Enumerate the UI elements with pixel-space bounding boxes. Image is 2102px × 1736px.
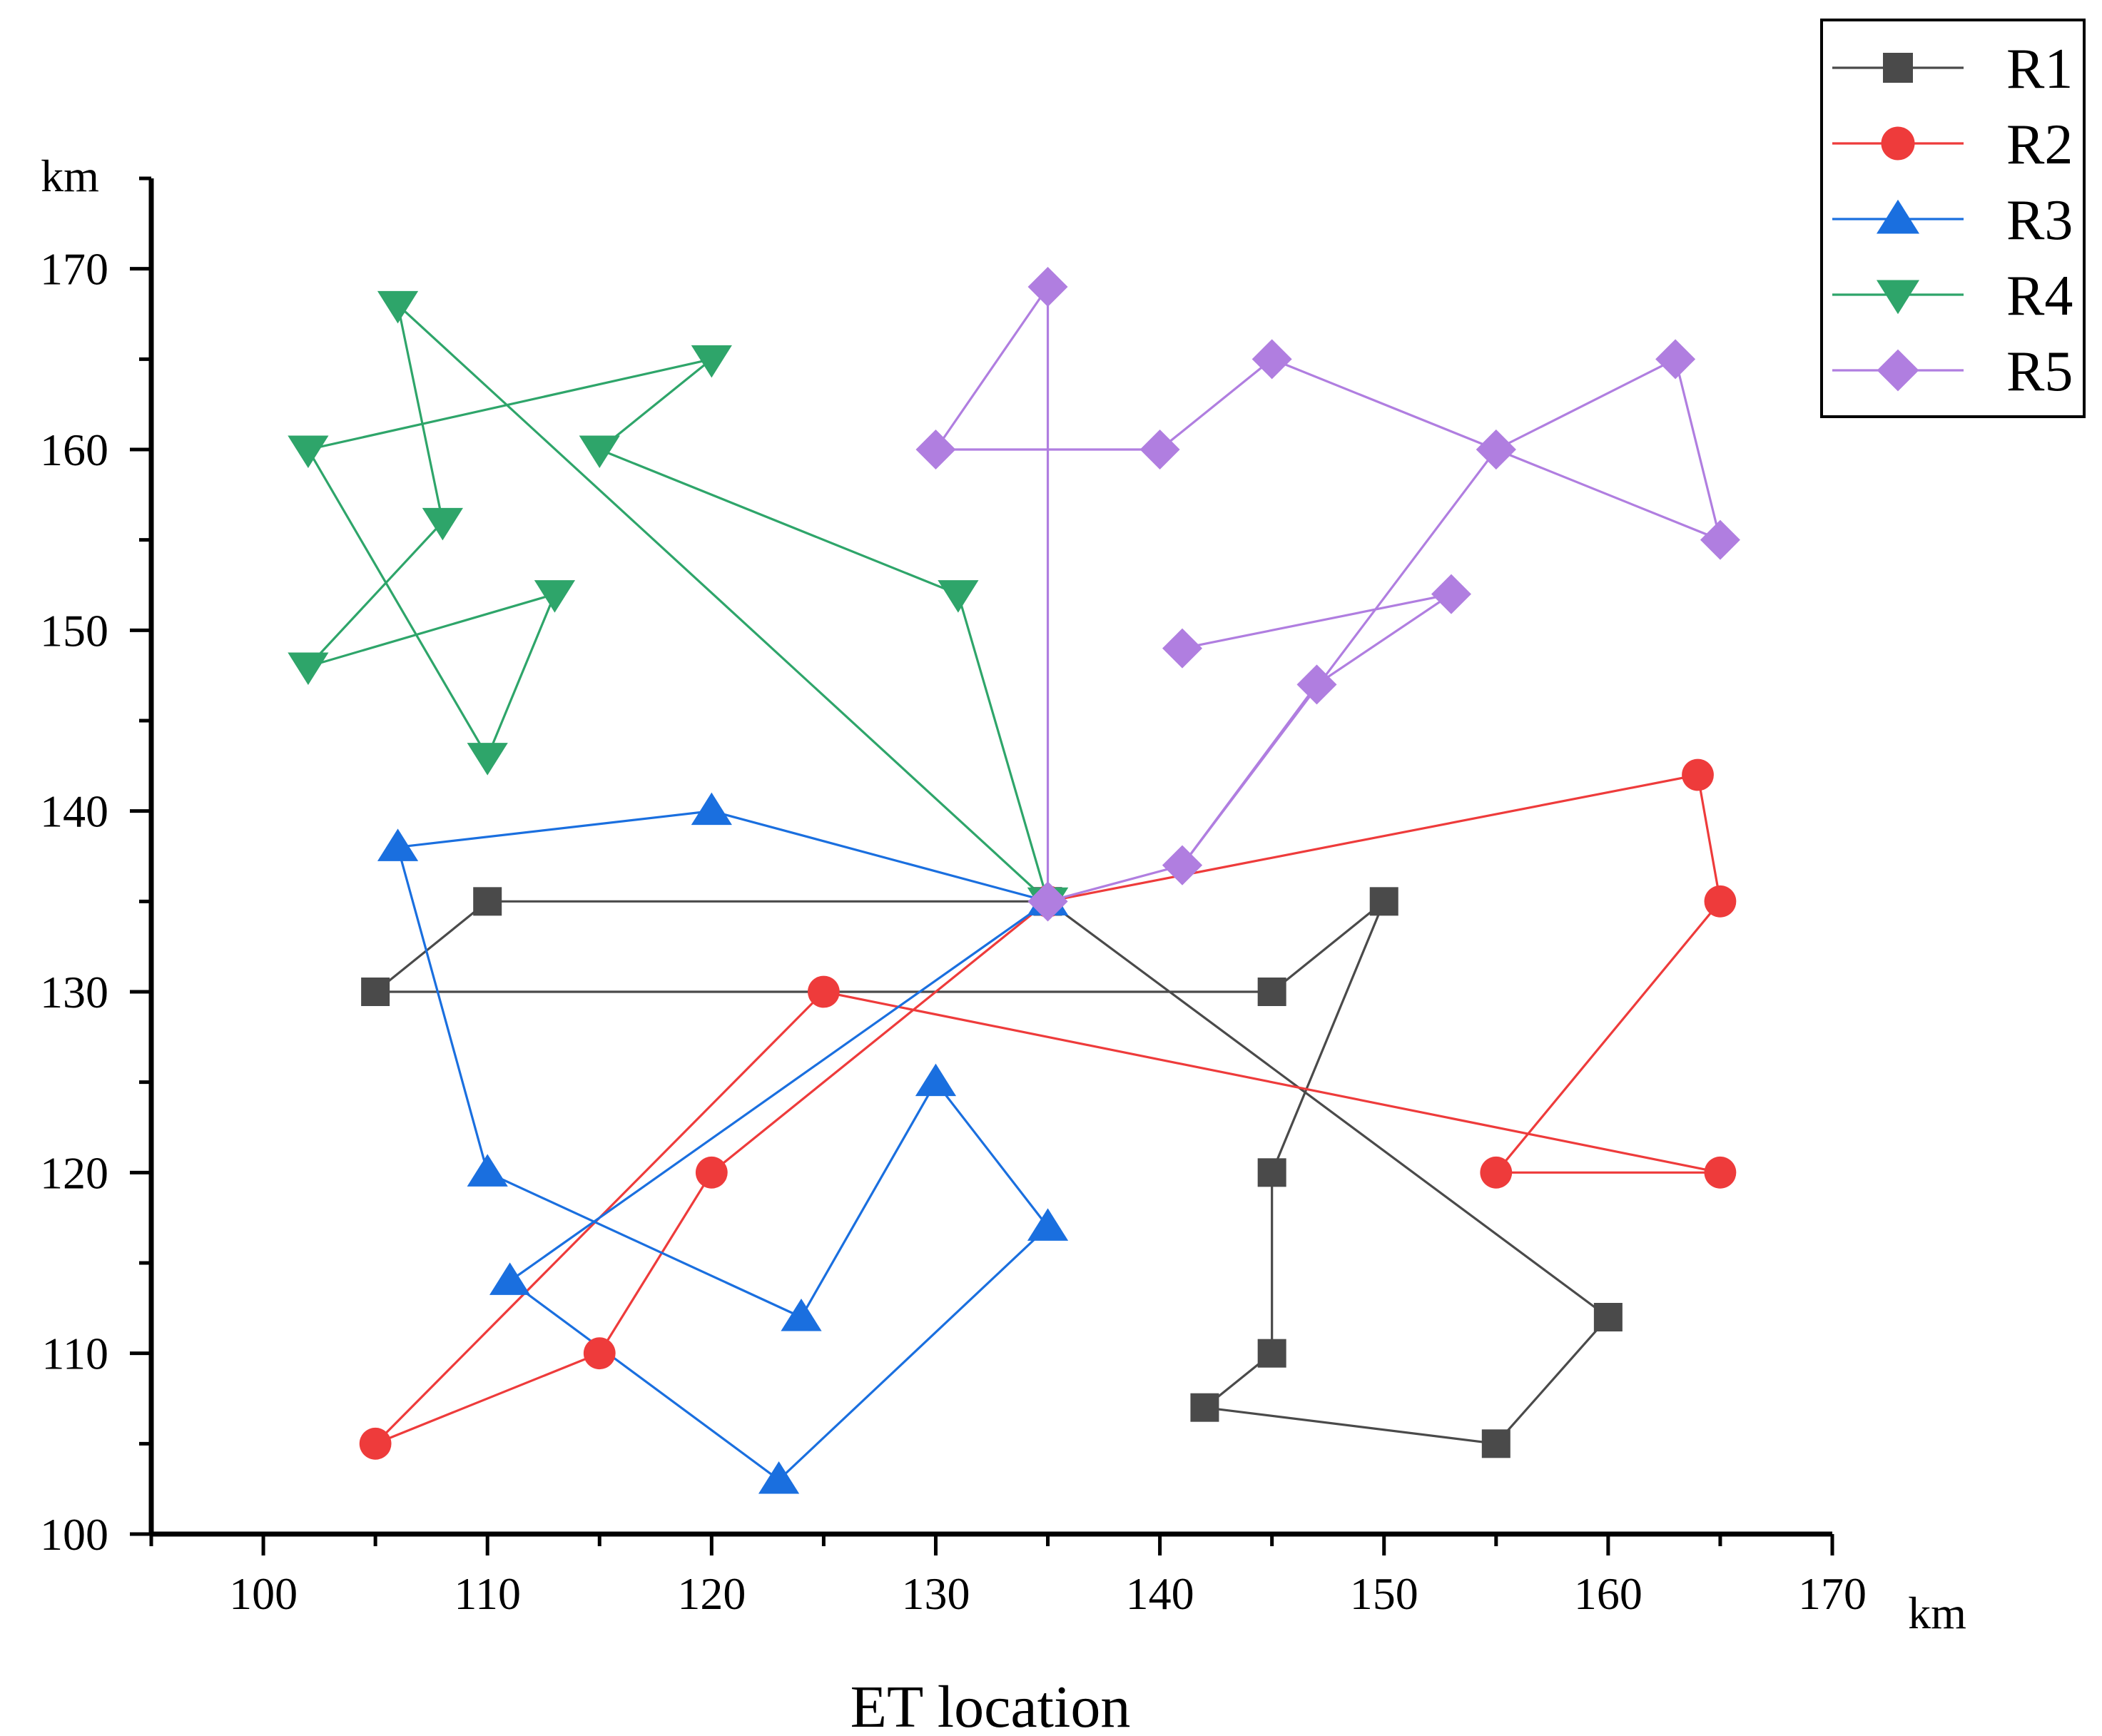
series-line-R2 (374, 773, 1722, 1445)
x-tick-label: 120 (677, 1568, 746, 1619)
data-point-R3 (377, 828, 419, 861)
data-point-R2 (695, 1156, 728, 1189)
data-point-R2 (1480, 1156, 1513, 1189)
legend-label-R4: R4 (2006, 265, 2073, 328)
data-point-R5 (1162, 628, 1203, 669)
legend: R1 R2 R3 R4 R5 (1820, 19, 2086, 418)
data-point-R4 (377, 290, 419, 324)
data-point-R2 (808, 975, 840, 1008)
legend-label-R3: R3 (2006, 189, 2073, 252)
data-point-R1 (1257, 1339, 1286, 1368)
y-tick-label: 140 (40, 786, 108, 837)
y-tick-label: 110 (41, 1329, 108, 1379)
data-point-R1 (1481, 1429, 1511, 1458)
data-point-R4 (288, 435, 329, 468)
data-point-R3 (467, 1154, 508, 1187)
data-point-R1 (1369, 887, 1398, 916)
x-ticks: 100 110 120 130 140 150 160 170 (149, 1534, 1867, 1619)
data-point-R2 (1682, 758, 1714, 791)
data-point-R2 (1704, 885, 1737, 918)
data-point-R1 (361, 978, 390, 1006)
series-line-R5 (933, 283, 1722, 903)
data-point-R5 (1251, 339, 1292, 380)
x-tick-label: 140 (1126, 1568, 1194, 1619)
legend-label-R5: R5 (2006, 340, 2073, 403)
data-point-R1 (1257, 1158, 1286, 1187)
legend-marker-R1 (1883, 53, 1913, 83)
x-tick-label: 110 (454, 1568, 521, 1619)
legend-marker-R3 (1876, 199, 1920, 234)
data-point-R5 (1139, 430, 1180, 469)
data-point-R1 (473, 887, 502, 916)
y-tick-label: 170 (40, 244, 108, 295)
series-line-R3 (396, 810, 1050, 1482)
legend-marker-R4 (1876, 280, 1920, 315)
data-point-R3 (758, 1461, 800, 1494)
y-ticks: 100 110 120 130 140 150 160 170 (40, 176, 151, 1560)
series-markers (288, 267, 1740, 1494)
data-point-R4 (579, 435, 620, 468)
x-tick-label: 100 (229, 1568, 298, 1619)
axes: 100 110 120 130 140 150 160 170 100 110 120 130 140… (40, 176, 1867, 1619)
data-point-R1 (1190, 1393, 1219, 1422)
data-point-R4 (288, 652, 329, 685)
series-lines (304, 283, 1722, 1482)
data-point-R4 (534, 580, 576, 613)
x-tick-label: 170 (1798, 1568, 1867, 1619)
data-point-R4 (467, 743, 508, 776)
data-point-R3 (1027, 1208, 1069, 1241)
legend-label-R1: R1 (2006, 38, 2073, 101)
legend-label-R2: R2 (2006, 113, 2073, 176)
data-point-R4 (422, 507, 463, 541)
y-tick-label: 150 (40, 605, 108, 656)
data-point-R5 (1700, 519, 1740, 560)
data-point-R1 (1257, 978, 1286, 1006)
data-point-R5 (1162, 845, 1203, 885)
data-point-R5 (1027, 267, 1068, 307)
data-point-R3 (781, 1299, 822, 1331)
data-point-R5 (1027, 881, 1068, 922)
series-line-R4 (304, 301, 1050, 903)
series-line-R1 (372, 900, 1610, 1446)
data-point-R5 (1296, 664, 1337, 705)
data-point-R5 (1655, 339, 1696, 380)
x-unit-label: km (1908, 1588, 1966, 1638)
data-point-R5 (1431, 574, 1471, 614)
data-point-R2 (1704, 1156, 1737, 1189)
data-point-R5 (1476, 430, 1516, 469)
x-tick-label: 160 (1574, 1568, 1642, 1619)
data-point-R3 (915, 1063, 957, 1097)
data-point-R2 (583, 1337, 616, 1370)
data-point-R4 (691, 345, 732, 378)
y-unit-label: km (41, 151, 99, 201)
x-axis-title: ET location (851, 1674, 1131, 1736)
y-tick-label: 120 (40, 1147, 108, 1198)
data-point-R2 (359, 1427, 392, 1460)
legend-marker-R2 (1881, 126, 1915, 161)
data-point-R1 (1593, 1303, 1623, 1331)
x-tick-label: 130 (901, 1568, 970, 1619)
y-tick-label: 100 (40, 1509, 108, 1560)
y-tick-label: 130 (40, 967, 108, 1017)
data-point-R3 (489, 1262, 531, 1295)
y-tick-label: 160 (40, 425, 108, 475)
x-tick-label: 150 (1350, 1568, 1418, 1619)
data-point-R3 (691, 792, 732, 826)
data-point-R5 (915, 430, 956, 469)
legend-marker-R5 (1877, 349, 1919, 392)
data-point-R4 (938, 580, 979, 613)
